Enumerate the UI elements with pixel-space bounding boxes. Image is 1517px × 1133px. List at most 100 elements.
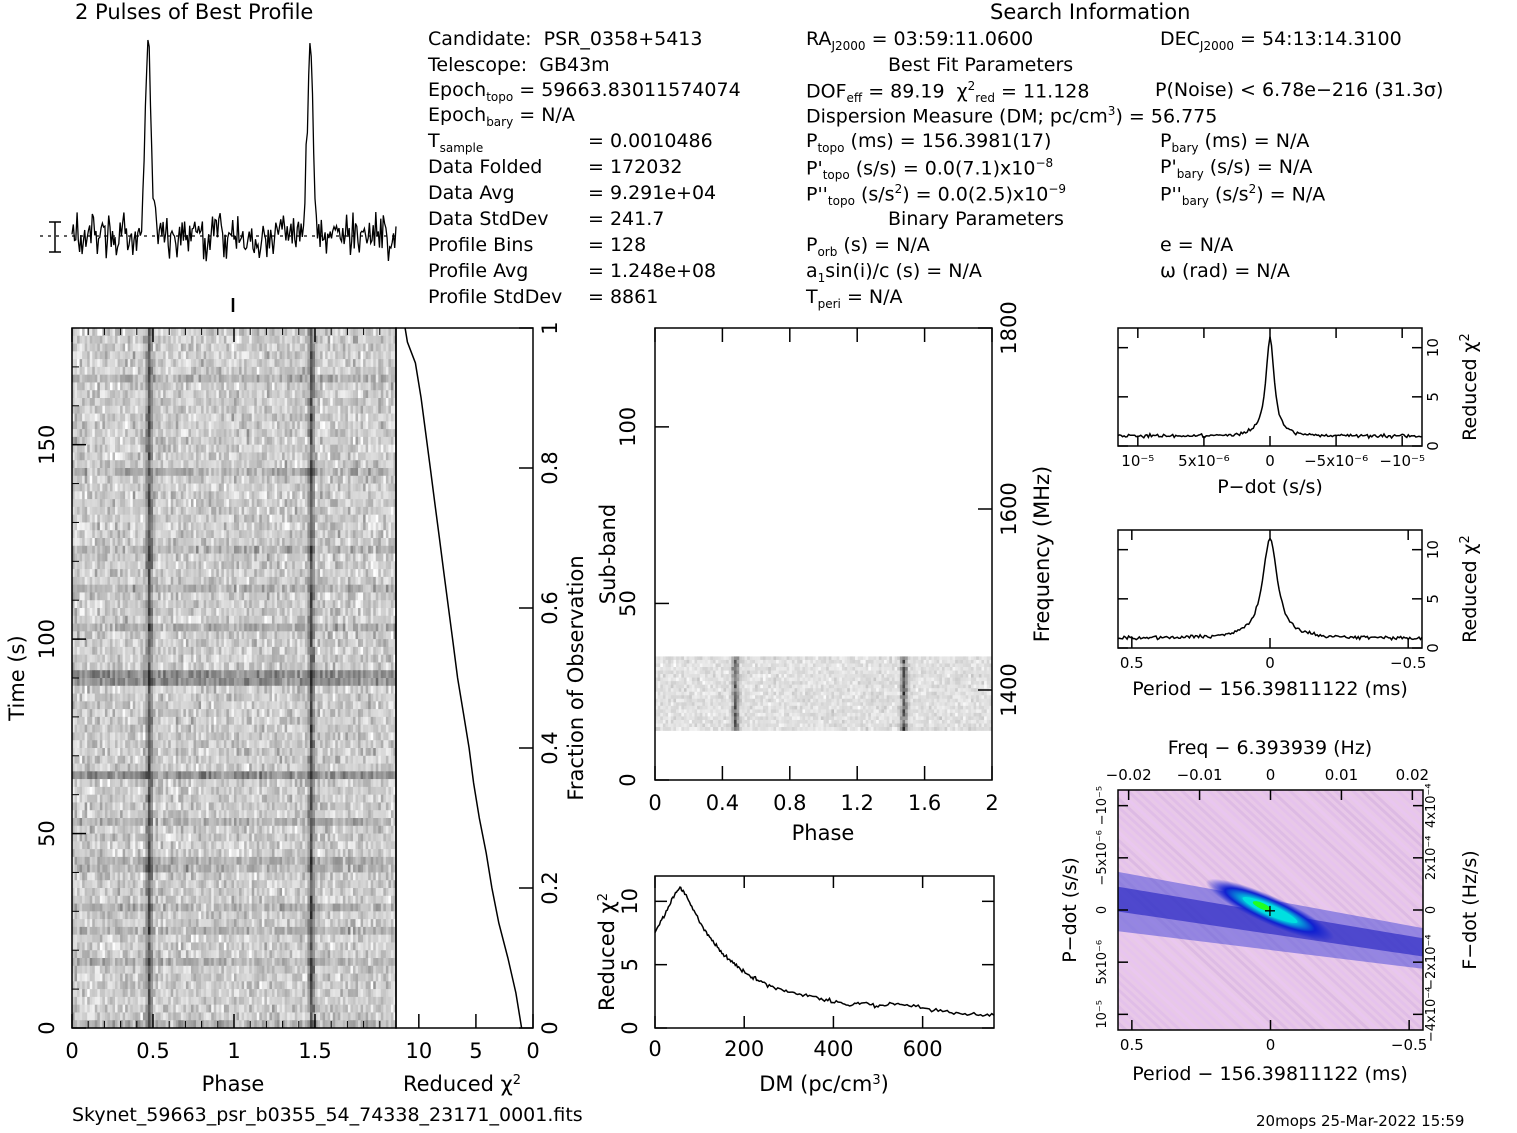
pixel-cell	[122, 592, 126, 601]
pixel-cell	[249, 351, 253, 360]
pixel-cell	[294, 514, 298, 523]
pixel-cell	[251, 374, 255, 383]
pixel-cell	[236, 374, 240, 383]
pixel-cell	[294, 421, 298, 430]
pixel-cell	[211, 615, 215, 624]
pixel-cell	[320, 351, 323, 360]
pixel-cell	[342, 592, 346, 601]
pixel-cell	[89, 530, 93, 539]
pixel-cell	[125, 351, 128, 360]
pixel-cell	[332, 584, 336, 593]
pixel-cell	[196, 468, 199, 477]
pixel-cell	[79, 421, 83, 430]
pixel-cell	[175, 390, 179, 399]
pixel-cell	[370, 374, 374, 383]
pixel-cell	[77, 600, 80, 609]
pixel-cell	[137, 351, 141, 360]
pixel-cell	[180, 615, 184, 624]
pixel-cell	[390, 561, 394, 570]
pixel-cell	[84, 506, 88, 515]
pixel-cell	[355, 436, 359, 445]
pixel-cell	[358, 366, 361, 375]
pixel-cell	[178, 553, 182, 562]
pixel-cell	[94, 553, 98, 562]
pixel-cell	[269, 553, 273, 562]
pixel-cell	[358, 436, 361, 445]
pixel-cell	[378, 615, 382, 624]
pixel-cell	[299, 592, 303, 601]
pixel-cell	[196, 491, 199, 500]
pixel-cell	[216, 600, 220, 609]
pixel-cell	[102, 405, 106, 414]
pixel-cell	[264, 413, 268, 422]
pixel-cell	[82, 623, 85, 632]
pixel-cell	[122, 460, 126, 469]
pixel-cell	[378, 545, 382, 554]
pixel-cell	[337, 530, 341, 539]
pixel-cell	[373, 328, 377, 337]
pixel-cell	[226, 452, 230, 461]
pixel-cell	[282, 374, 285, 383]
pixel-cell	[315, 351, 318, 360]
pixel-cell	[259, 468, 263, 477]
pixel-cell	[188, 491, 192, 500]
pixel-cell	[208, 608, 212, 617]
pixel-cell	[360, 460, 364, 469]
pixel-cell	[234, 553, 237, 562]
pixel-cell	[97, 491, 101, 500]
pixel-cell	[115, 608, 118, 617]
pixel-cell	[140, 374, 144, 383]
pixel-cell	[380, 592, 384, 601]
pixel-cell	[216, 460, 220, 469]
pixel-cell	[299, 569, 303, 578]
pixel-cell	[175, 483, 179, 492]
pixel-cell	[130, 413, 134, 422]
pixel-cell	[185, 359, 189, 368]
pixel-cell	[307, 600, 311, 609]
pixel-cell	[153, 374, 156, 383]
pixel-cell	[160, 436, 164, 445]
pixel-cell	[234, 545, 237, 554]
pixel-cell	[246, 569, 250, 578]
pixel-cell	[380, 328, 384, 337]
pixel-cell	[373, 522, 377, 531]
pixel-cell	[170, 390, 174, 399]
pixel-cell	[165, 506, 169, 515]
pixel-cell	[299, 351, 303, 360]
pixel-cell	[355, 429, 359, 438]
pixel-cell	[168, 600, 172, 609]
pixel-cell	[175, 499, 179, 508]
pixel-cell	[150, 460, 154, 469]
pixel-cell	[231, 522, 235, 531]
pixel-cell	[117, 444, 121, 453]
pixel-cell	[99, 522, 103, 531]
pixel-cell	[307, 569, 311, 578]
pixel-cell	[117, 538, 121, 547]
pixel-cell	[216, 468, 220, 477]
pixel-cell	[168, 569, 172, 578]
pixel-cell	[87, 506, 91, 515]
pixel-cell	[198, 561, 202, 570]
pixel-cell	[190, 608, 194, 617]
pixel-cell	[79, 592, 83, 601]
pixel-cell	[223, 608, 227, 617]
pixel-cell	[72, 390, 75, 399]
pixel-cell	[277, 436, 280, 445]
pixel-cell	[388, 475, 392, 484]
pixel-cell	[137, 335, 141, 344]
pixel-cell	[390, 506, 394, 515]
pixel-cell	[309, 499, 313, 508]
pixel-cell	[312, 538, 316, 547]
pixel-cell	[122, 553, 126, 562]
pixel-cell	[185, 328, 189, 337]
pixel-cell	[299, 382, 303, 391]
pixel-cell	[368, 506, 371, 515]
pixel-cell	[363, 351, 366, 360]
pixel-cell	[231, 343, 235, 352]
pixel-cell	[380, 600, 384, 609]
pixel-cell	[165, 608, 169, 617]
pixel-cell	[312, 382, 316, 391]
pixel-cell	[213, 374, 217, 383]
pixel-cell	[196, 421, 199, 430]
pixel-cell	[198, 374, 202, 383]
